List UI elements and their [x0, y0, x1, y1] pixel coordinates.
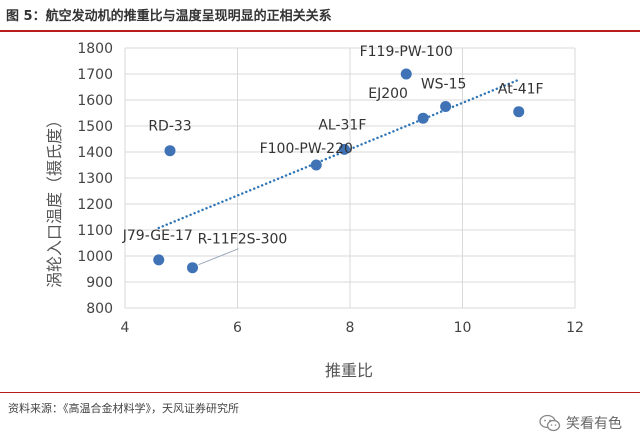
- point-label: EJ200: [368, 86, 408, 102]
- point-label: AL-31F: [318, 117, 366, 133]
- point-label: At-41F: [498, 82, 544, 98]
- data-point: [164, 145, 176, 157]
- point-label: R-11F2S-300: [198, 232, 288, 248]
- x-tick-labels: 4 6 8 10 12: [121, 320, 584, 336]
- x-axis-label: 推重比: [325, 361, 373, 380]
- data-point: [187, 262, 198, 274]
- y-tick-label: 1500: [77, 119, 113, 135]
- trendline-group: [157, 78, 520, 230]
- point-label: F119-PW-100: [360, 44, 453, 60]
- data-point: [310, 159, 322, 171]
- data-point: [153, 254, 165, 266]
- scatter-chart: 800 900 1000 1100 1200 1300 1400 1500 1600 1700 18…: [45, 41, 584, 380]
- point-label: RD-33: [148, 119, 191, 135]
- y-tick-label: 1300: [77, 171, 113, 187]
- source-rule: [0, 392, 640, 393]
- x-tick-label: 4: [121, 320, 130, 336]
- point-label: WS-15: [421, 77, 467, 93]
- source-note: 资料来源：《高温合金材料学》，天风证券研究所: [8, 402, 239, 415]
- y-axis-label: 涡轮入口温度（摄氏度）: [45, 112, 64, 288]
- watermark: 笑看有色: [539, 413, 622, 433]
- point-label: J79-GE-17: [122, 228, 193, 244]
- x-tick-label: 6: [233, 320, 242, 336]
- leader-line: [198, 248, 239, 266]
- watermark-text: 笑看有色: [566, 416, 622, 432]
- point-labels: J79-GE-17 RD-33 R-11F2S-300 F100-PW-220 AL-3…: [122, 44, 544, 248]
- data-points: [153, 68, 525, 274]
- y-tick-label: 1600: [77, 93, 113, 109]
- data-point: [513, 106, 525, 118]
- figure-title-bar: 图 5：航空发动机的推重比与温度呈现明显的正相关关系: [0, 0, 640, 28]
- y-tick-label: 800: [86, 301, 113, 317]
- leader-lines: [198, 248, 239, 266]
- title-rule: [0, 30, 640, 32]
- grid-lines: [124, 47, 576, 309]
- point-label: F100-PW-220: [260, 141, 353, 157]
- data-point: [440, 101, 452, 112]
- y-tick-labels: 800 900 1000 1100 1200 1300 1400 1500 1600 1700 18…: [77, 41, 113, 317]
- y-tick-label: 1100: [77, 223, 113, 239]
- y-tick-label: 1000: [77, 249, 113, 265]
- x-tick-label: 12: [566, 320, 584, 336]
- x-tick-label: 8: [346, 320, 355, 336]
- y-tick-label: 1400: [77, 145, 113, 161]
- figure-title: 图 5：航空发动机的推重比与温度呈现明显的正相关关系: [6, 9, 332, 24]
- wechat-icon: [539, 414, 561, 432]
- y-tick-label: 1200: [77, 197, 113, 213]
- y-tick-label: 1800: [77, 41, 113, 57]
- trendline: [157, 78, 520, 230]
- data-point: [417, 112, 429, 124]
- y-tick-label: 900: [86, 275, 113, 291]
- data-point: [400, 68, 412, 80]
- y-tick-label: 1700: [77, 67, 113, 83]
- data-point: [338, 143, 350, 155]
- x-tick-label: 10: [454, 320, 472, 336]
